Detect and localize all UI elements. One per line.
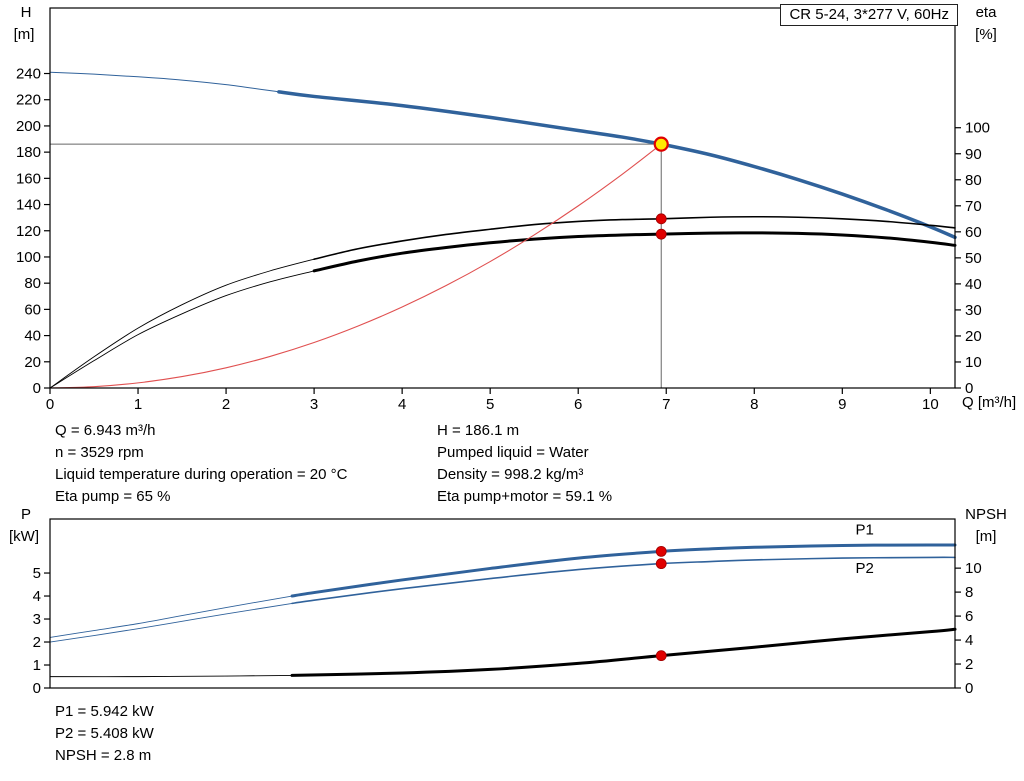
operating-dot-marker: [655, 213, 667, 225]
info-line-n: n = 3529 rpm: [55, 444, 144, 461]
y-right-tick-label: 40: [965, 276, 982, 293]
x-tick-label: 8: [750, 396, 758, 413]
eta-axis-unit: [%]: [975, 26, 997, 43]
info-line-eta-pump: Eta pump = 65 %: [55, 488, 171, 505]
x-tick-label: 9: [838, 396, 846, 413]
y-left-tick-label: 0: [33, 380, 41, 397]
y-right-tick-label: 2: [965, 656, 973, 673]
npsh-axis-label: NPSH: [965, 506, 1007, 523]
duty-point-marker: [653, 136, 669, 152]
y-right-tick-label: 10: [965, 560, 982, 577]
x-tick-label: 6: [574, 396, 582, 413]
p1-curve-thin: [49, 595, 293, 638]
info-line-liquid: Pumped liquid = Water: [437, 444, 589, 461]
y-right-tick-label: 20: [965, 328, 982, 345]
plot-frame: [49, 518, 956, 689]
duty-info-right: H = 186.1 m Pumped liquid = Water Densit…: [437, 420, 612, 508]
npsh-axis-unit: [m]: [975, 528, 997, 545]
x-tick-label: 3: [310, 396, 318, 413]
info-line-temp: Liquid temperature during operation = 20…: [55, 466, 348, 483]
info-line-p1: P1 = 5.942 kW: [55, 703, 154, 720]
y-left-tick-label: 2: [33, 634, 41, 651]
power-info: P1 = 5.942 kW P2 = 5.408 kW NPSH = 2.8 m: [55, 701, 154, 767]
x-tick-label: 7: [662, 396, 670, 413]
operating-dot-marker: [655, 228, 667, 240]
y-right-tick-label: 100: [965, 120, 990, 137]
eta-pump-motor-curve: [312, 231, 957, 273]
x-tick-label: 10: [922, 396, 939, 413]
p1-curve: [290, 543, 957, 598]
y-right-tick-label: 60: [965, 224, 982, 241]
y-right-tick-label: 6: [965, 608, 973, 625]
y-right-tick-label: 70: [965, 198, 982, 215]
info-line-q: Q = 6.943 m³/h: [55, 422, 156, 439]
x-tick-label: 1: [134, 396, 142, 413]
y-right-tick-label: 0: [965, 680, 973, 697]
info-line-h: H = 186.1 m: [437, 422, 520, 439]
p1-curve-label: P1: [856, 521, 874, 538]
pump-model-badge: CR 5-24, 3*277 V, 60Hz: [780, 4, 958, 26]
y-left-tick-label: 0: [33, 680, 41, 697]
x-tick-label: 2: [222, 396, 230, 413]
qh-curve: [277, 90, 957, 240]
y-right-tick-label: 10: [965, 354, 982, 371]
npsh-curve: [290, 627, 957, 677]
y-right-tick-label: 50: [965, 250, 982, 267]
y-left-tick-label: 120: [16, 223, 41, 240]
x-tick-label: 0: [46, 396, 54, 413]
power-npsh-chart: 0 1 2 3 4 5 0 2 4 6 8 10 P1 P2: [33, 518, 982, 697]
info-line-eta-pump-motor: Eta pump+motor = 59.1 %: [437, 488, 613, 505]
y-left-tick-label: 140: [16, 197, 41, 214]
npsh-curve-thin: [49, 674, 293, 678]
y-left-tick-label: 40: [24, 328, 41, 345]
h-axis-unit: [m]: [13, 26, 35, 43]
y-left-tick-label: 240: [16, 66, 41, 83]
info-line-density: Density = 998.2 kg/m³: [437, 466, 584, 483]
operating-dot-marker: [655, 545, 667, 557]
p-axis-unit: [kW]: [9, 528, 39, 545]
operating-dot-marker: [655, 558, 667, 570]
y-left-tick-label: 5: [33, 565, 41, 582]
y-right-tick-label: 30: [965, 302, 982, 319]
y-left-tick-label: 1: [33, 657, 41, 674]
y-right-tick-label: 4: [965, 632, 973, 649]
p2-curve-label: P2: [856, 560, 874, 577]
duty-info-left: Q = 6.943 m³/h n = 3529 rpm Liquid tempe…: [55, 420, 347, 508]
qh-eta-layer: 0204060801001201401601802002202400102030…: [16, 7, 990, 413]
x-tick-label: 5: [486, 396, 494, 413]
y-left-tick-label: 3: [33, 611, 41, 628]
p2-curve: [291, 556, 956, 605]
qh-curve-thin: [49, 71, 279, 93]
y-left-tick-label: 200: [16, 118, 41, 135]
y-left-tick-label: 160: [16, 170, 41, 187]
plot-frame: [49, 7, 956, 389]
y-right-tick-label: 90: [965, 146, 982, 163]
y-left-tick-label: 60: [24, 301, 41, 318]
eta-pump-curve: [313, 215, 956, 260]
y-left-tick-label: 20: [24, 354, 41, 371]
y-left-tick-label: 180: [16, 144, 41, 161]
info-line-npsh: NPSH = 2.8 m: [55, 747, 152, 764]
y-left-tick-label: 100: [16, 249, 41, 266]
eta-axis-label: eta: [975, 4, 997, 21]
system-curve: [49, 143, 662, 389]
operating-dot-marker: [655, 650, 667, 662]
h-axis-label: H: [20, 4, 32, 21]
power-npsh-layer: 0 1 2 3 4 5 0 2 4 6 8 10 P1 P2: [33, 518, 982, 697]
p-axis-label: P: [20, 506, 31, 523]
x-tick-label: 4: [398, 396, 406, 413]
q-axis-label: Q [m³/h]: [962, 394, 1017, 411]
y-left-tick-label: 80: [24, 275, 41, 292]
p2-curve-thin: [49, 602, 293, 643]
info-line-p2: P2 = 5.408 kW: [55, 725, 154, 742]
y-left-tick-label: 4: [33, 588, 41, 605]
qh-eta-chart: 0204060801001201401601802002202400102030…: [16, 7, 990, 413]
y-left-tick-label: 220: [16, 92, 41, 109]
y-right-tick-label: 80: [965, 172, 982, 189]
eta-pump-motor-curve-thin: [49, 270, 315, 389]
y-right-tick-label: 0: [965, 380, 973, 397]
y-right-tick-label: 8: [965, 584, 973, 601]
eta-pump-curve-thin: [49, 258, 315, 389]
